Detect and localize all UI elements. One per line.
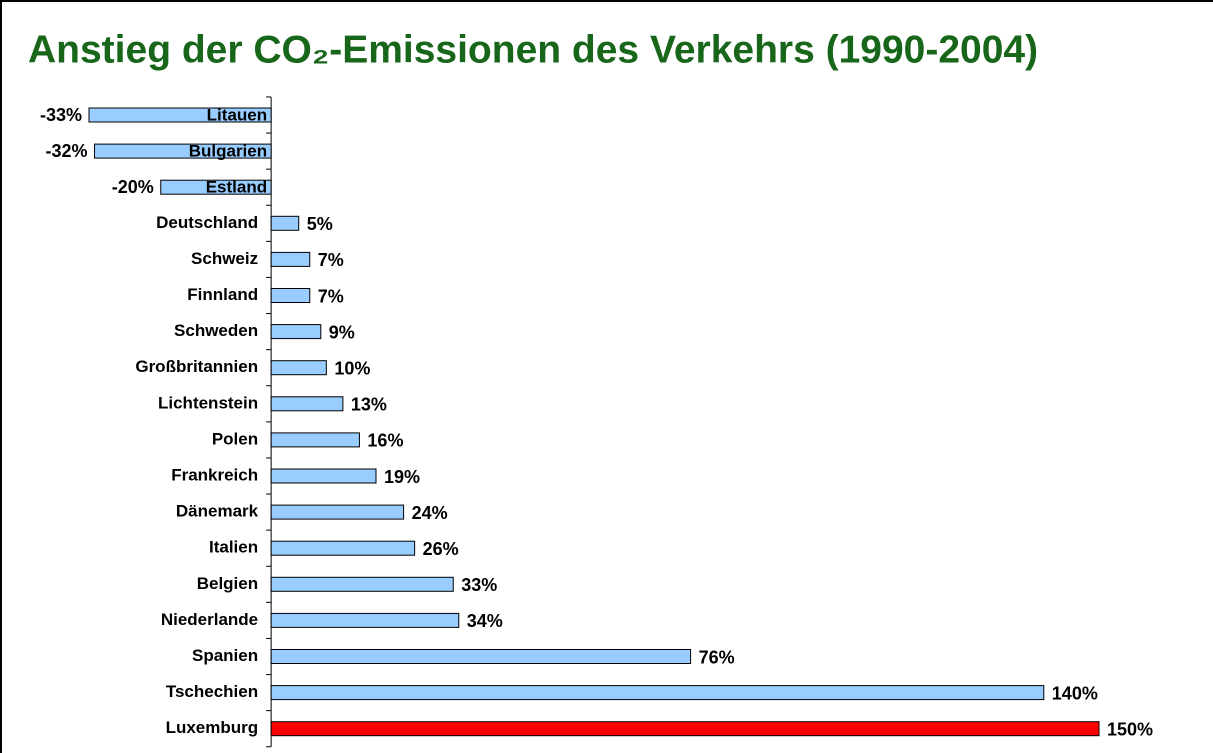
- value-label: 9%: [329, 322, 355, 342]
- category-label: Italien: [209, 538, 258, 557]
- value-label: 150%: [1107, 719, 1153, 739]
- chart-title: Anstieg der CO₂-Emissionen des Verkehrs …: [28, 28, 1038, 71]
- category-label: Lichtenstein: [158, 393, 258, 412]
- value-label: 140%: [1052, 683, 1098, 703]
- value-label: 7%: [318, 286, 344, 306]
- value-label: -20%: [112, 177, 154, 197]
- bar: [270, 360, 327, 376]
- category-label: Dänemark: [176, 502, 259, 521]
- category-label: Finnland: [187, 285, 258, 304]
- category-label: Tschechien: [166, 682, 258, 701]
- value-label: 16%: [367, 431, 403, 451]
- category-label: Luxemburg: [166, 718, 259, 737]
- bar: [270, 251, 311, 267]
- category-label: Spanien: [192, 646, 258, 665]
- bar: [270, 396, 344, 412]
- value-label: -32%: [45, 141, 87, 161]
- category-label: Schweden: [174, 321, 258, 340]
- value-label: 34%: [467, 611, 503, 631]
- bar: [270, 612, 460, 628]
- bar: [88, 107, 272, 123]
- bar: [270, 721, 1100, 737]
- bar: [270, 432, 360, 448]
- bar: [270, 685, 1045, 701]
- bar: [94, 143, 272, 159]
- category-label: Schweiz: [191, 249, 258, 268]
- category-label: Bulgarien: [189, 142, 267, 161]
- value-label: 33%: [461, 575, 497, 595]
- bar: [270, 324, 322, 340]
- category-label: Deutschland: [156, 213, 258, 232]
- value-label: 24%: [412, 503, 448, 523]
- value-label: -33%: [40, 105, 82, 125]
- bar: [270, 468, 377, 484]
- bar: [270, 288, 311, 303]
- bar: [160, 179, 272, 195]
- value-label: 19%: [384, 467, 420, 487]
- category-label: Litauen: [207, 105, 267, 124]
- value-label: 7%: [318, 250, 344, 270]
- value-label: 5%: [307, 214, 333, 234]
- category-label: Polen: [212, 429, 258, 448]
- category-label: Estland: [206, 178, 267, 197]
- category-label: Niederlande: [161, 610, 258, 629]
- bar: [270, 540, 416, 556]
- category-label: Frankreich: [171, 465, 258, 484]
- category-label: Großbritannien: [135, 357, 258, 376]
- value-label: 76%: [699, 647, 735, 667]
- value-label: 10%: [334, 358, 370, 378]
- bar: [270, 504, 405, 520]
- bar: [270, 649, 692, 664]
- value-label: 13%: [351, 395, 387, 415]
- value-label: 26%: [423, 539, 459, 559]
- bar: [270, 576, 454, 592]
- bar: [270, 215, 300, 231]
- category-label: Belgien: [197, 574, 258, 593]
